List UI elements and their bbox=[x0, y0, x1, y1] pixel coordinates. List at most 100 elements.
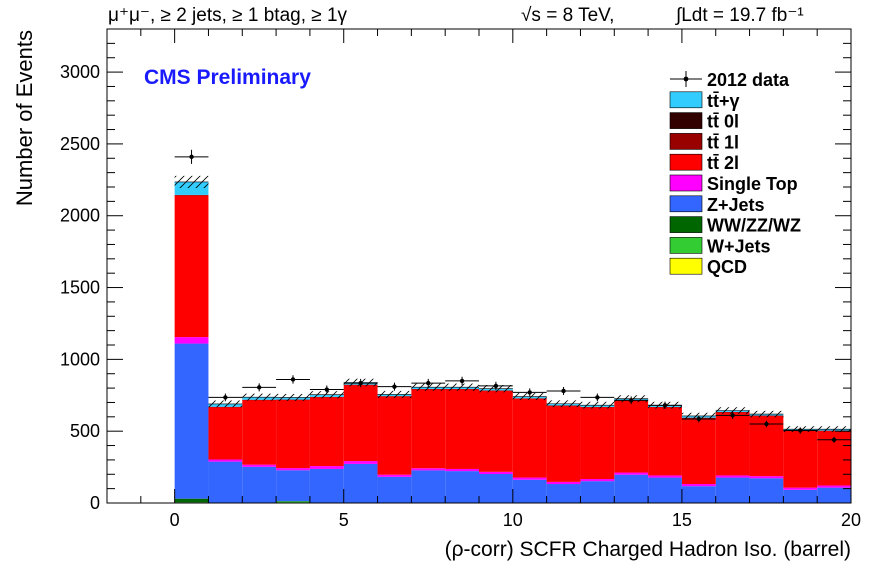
bar-tt-2l-bin-0 bbox=[174, 195, 209, 338]
legend-swatch-z-jets bbox=[669, 195, 703, 213]
data-point-8 bbox=[459, 378, 465, 384]
unc-band-bin-11 bbox=[546, 400, 581, 408]
bar-ww-zz-wz-bin-0 bbox=[174, 498, 209, 503]
lumi-label: ∫Ldt = 19.7 fb⁻¹ bbox=[675, 5, 804, 26]
bar-z-jets-bin-10 bbox=[512, 479, 547, 503]
bar-z-jets-bin-19 bbox=[817, 487, 851, 503]
bar-tt-2l-bin-18 bbox=[783, 430, 818, 488]
unc-band-bin-17 bbox=[749, 410, 784, 418]
unc-band-bin-0 bbox=[174, 175, 209, 189]
legend-swatch-qcd bbox=[669, 257, 703, 275]
legend-swatch-tt-1l bbox=[669, 133, 703, 150]
y-tick-label-3000: 3000 bbox=[60, 62, 100, 82]
bar-z-jets-bin-2 bbox=[242, 466, 277, 503]
unc-band-bin-10 bbox=[512, 393, 547, 401]
bar-tt-2l-bin-15 bbox=[681, 417, 716, 485]
bar-tt-1l-bin-0 bbox=[174, 194, 209, 196]
legend-swatch-ww-zz-wz bbox=[669, 216, 703, 233]
legend-label-z-jets: Z+Jets bbox=[707, 195, 765, 215]
unc-band-bin-3 bbox=[276, 393, 310, 401]
unc-band-bin-4 bbox=[309, 391, 344, 399]
data-point-4 bbox=[324, 387, 330, 392]
channel-label: μ⁺μ⁻, ≥ 2 jets, ≥ 1 btag, ≥ 1γ bbox=[108, 5, 348, 26]
data-point-3 bbox=[290, 377, 296, 382]
legend-swatch-w-jets bbox=[669, 237, 703, 254]
bar-tt-2l-bin-13 bbox=[614, 400, 649, 473]
legend-label-tt: tt̄+γ bbox=[707, 91, 740, 111]
bar-tt-2l-bin-1 bbox=[208, 407, 243, 460]
legend-swatch-tt bbox=[669, 91, 703, 109]
bar-tt-2l-bin-7 bbox=[411, 389, 446, 469]
bar-z-jets-bin-9 bbox=[479, 473, 513, 503]
bar-single-top-bin-12 bbox=[580, 479, 615, 482]
data-point-17 bbox=[764, 421, 769, 427]
cms-label: CMS Preliminary bbox=[144, 66, 311, 89]
bar-z-jets-bin-17 bbox=[749, 478, 784, 503]
legend-swatch-tt-0l bbox=[669, 112, 703, 129]
bar-w-jets-bin-3 bbox=[276, 501, 310, 503]
x-tick-label-0: 0 bbox=[170, 510, 180, 530]
bar-tt-2l-bin-3 bbox=[276, 399, 310, 469]
bar-z-jets-bin-16 bbox=[715, 477, 750, 503]
y-tick-label-0: 0 bbox=[90, 493, 100, 513]
bar-single-top-bin-19 bbox=[817, 485, 851, 488]
data-points bbox=[174, 149, 851, 443]
data-point-9 bbox=[493, 383, 499, 389]
bar-tt-2l-bin-8 bbox=[445, 389, 479, 469]
x-tick-label-15: 15 bbox=[672, 510, 692, 530]
bar-z-jets-bin-12 bbox=[580, 481, 615, 503]
bar-z-jets-bin-18 bbox=[783, 489, 818, 503]
unc-band-bin-8 bbox=[445, 383, 479, 391]
y-tick-label-2000: 2000 bbox=[60, 206, 100, 226]
legend-label-tt-2l: tt̄ 2l bbox=[707, 153, 739, 173]
y-tick-label-1500: 1500 bbox=[60, 278, 100, 298]
bar-z-jets-bin-7 bbox=[411, 470, 446, 503]
bar-tt-2l-bin-4 bbox=[309, 397, 344, 467]
bar-z-jets-bin-15 bbox=[681, 486, 716, 503]
bar-tt-2l-bin-9 bbox=[479, 390, 513, 472]
bar-z-jets-bin-4 bbox=[309, 468, 344, 503]
data-point-16 bbox=[730, 413, 735, 418]
data-point-19 bbox=[831, 437, 837, 442]
unc-band-bin-19 bbox=[817, 426, 851, 433]
unc-band-bin-16 bbox=[715, 407, 750, 414]
energy-label: √s = 8 TeV, bbox=[521, 5, 614, 26]
x-tick-label-10: 10 bbox=[503, 510, 523, 530]
bar-ww-zz-wz-bin-3 bbox=[276, 501, 310, 502]
header: μ⁺μ⁻, ≥ 2 jets, ≥ 1 btag, ≥ 1γ √s = 8 Te… bbox=[108, 5, 804, 26]
legend-swatch-single-top bbox=[669, 174, 703, 192]
data-point-18 bbox=[798, 428, 803, 433]
bar-z-jets-bin-3 bbox=[276, 470, 310, 502]
bar-z-jets-bin-5 bbox=[343, 463, 378, 503]
y-tick-label-2500: 2500 bbox=[60, 134, 100, 154]
x-tick-label-20: 20 bbox=[841, 510, 861, 530]
x-tick-label-5: 5 bbox=[339, 510, 349, 530]
legend-swatch-tt-2l bbox=[669, 153, 703, 171]
y-axis-title: Number of Events bbox=[12, 30, 37, 206]
y-axis: 0 500 1000 1500 2000 2500 3000 bbox=[60, 28, 851, 513]
x-axis-title: (ρ-corr) SCFR Charged Hadron Iso. (barre… bbox=[445, 538, 851, 561]
legend-label-tt-1l: tt̄ 1l bbox=[707, 132, 739, 152]
bar-single-top-bin-0 bbox=[174, 337, 209, 344]
bar-z-jets-bin-1 bbox=[208, 461, 243, 503]
data-point-13 bbox=[628, 398, 634, 403]
unc-band-bin-1 bbox=[208, 400, 243, 408]
data-point-0 bbox=[189, 154, 194, 160]
data-point-11 bbox=[561, 388, 566, 394]
legend-label-ww-zz-wz: WW/ZZ/WZ bbox=[707, 216, 801, 236]
bar-single-top-bin-8 bbox=[445, 468, 479, 472]
bar-tt-2l-bin-2 bbox=[242, 400, 277, 465]
bar-single-top-bin-7 bbox=[411, 468, 446, 471]
unc-band-bin-12 bbox=[580, 401, 615, 409]
bar-z-jets-bin-13 bbox=[614, 474, 649, 503]
bar-single-top-bin-15 bbox=[681, 484, 716, 487]
data-point-5 bbox=[358, 380, 363, 386]
bar-z-jets-bin-14 bbox=[648, 477, 682, 503]
bar-tt-2l-bin-5 bbox=[343, 384, 378, 462]
legend-label-w-jets: W+Jets bbox=[707, 236, 771, 256]
bar-z-jets-bin-6 bbox=[377, 476, 412, 503]
data-point-6 bbox=[392, 384, 397, 389]
bar-tt-2l-bin-6 bbox=[377, 396, 412, 475]
unc-band-bin-2 bbox=[242, 393, 277, 401]
